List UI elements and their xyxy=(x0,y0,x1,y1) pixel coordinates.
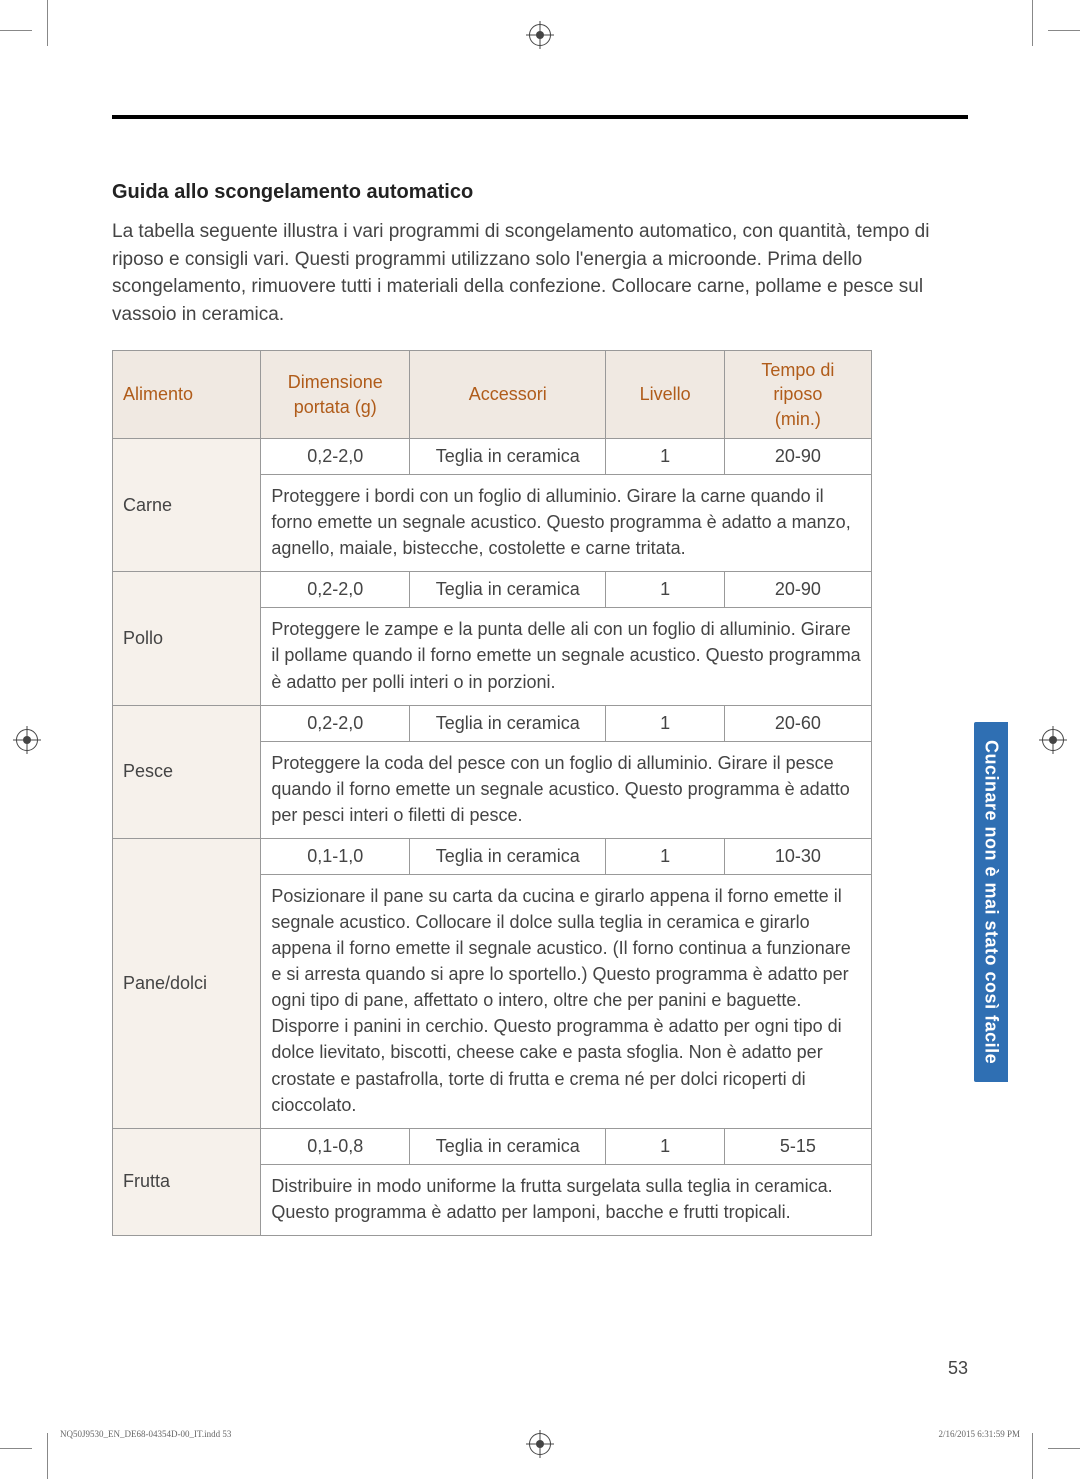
cell-accessori: Teglia in ceramica xyxy=(410,705,606,741)
cell-food: Pesce xyxy=(113,705,261,838)
cell-livello: 1 xyxy=(606,572,724,608)
cell-tempo: 5-15 xyxy=(724,1128,871,1164)
cell-description: Distribuire in modo uniforme la frutta s… xyxy=(261,1164,872,1235)
registration-mark xyxy=(16,729,38,751)
crop-mark xyxy=(0,30,32,31)
section-title: Guida allo scongelamento automatico xyxy=(112,181,968,204)
table-row: Pollo0,2-2,0Teglia in ceramica120-90 xyxy=(113,572,872,608)
cell-dimension: 0,2-2,0 xyxy=(261,439,410,475)
footer-date: 2/16/2015 6:31:59 PM xyxy=(938,1429,1020,1439)
cell-food: Pollo xyxy=(113,572,261,705)
registration-mark xyxy=(529,24,551,46)
col-header-accessori: Accessori xyxy=(410,351,606,439)
crop-mark xyxy=(47,1433,48,1479)
table-row: Carne0,2-2,0Teglia in ceramica120-90 xyxy=(113,439,872,475)
page-number: 53 xyxy=(948,1358,968,1379)
cell-tempo: 10-30 xyxy=(724,838,871,874)
cell-tempo: 20-90 xyxy=(724,572,871,608)
side-tab: Cucinare non è mai stato così facile xyxy=(974,722,1008,1082)
cell-tempo: 20-60 xyxy=(724,705,871,741)
cell-dimension: 0,1-0,8 xyxy=(261,1128,410,1164)
intro-paragraph: La tabella seguente illustra i vari prog… xyxy=(112,218,968,328)
cell-description: Proteggere la coda del pesce con un fogl… xyxy=(261,741,872,838)
cell-livello: 1 xyxy=(606,1128,724,1164)
cell-livello: 1 xyxy=(606,439,724,475)
cell-dimension: 0,2-2,0 xyxy=(261,572,410,608)
cell-description: Proteggere i bordi con un foglio di allu… xyxy=(261,475,872,572)
cell-food: Frutta xyxy=(113,1128,261,1235)
cell-description: Posizionare il pane su carta da cucina e… xyxy=(261,874,872,1128)
col-header-line: Tempo di riposo xyxy=(761,360,834,404)
crop-mark xyxy=(1032,1433,1033,1479)
divider-thick xyxy=(112,115,968,119)
col-header-line: (min.) xyxy=(775,409,821,429)
table-row: Pane/dolci0,1-1,0Teglia in ceramica110-3… xyxy=(113,838,872,874)
registration-mark xyxy=(1042,729,1064,751)
table-row: Frutta0,1-0,8Teglia in ceramica15-15 xyxy=(113,1128,872,1164)
crop-mark xyxy=(1048,30,1080,31)
cell-food: Pane/dolci xyxy=(113,838,261,1128)
cell-accessori: Teglia in ceramica xyxy=(410,572,606,608)
page-content: Guida allo scongelamento automatico La t… xyxy=(112,115,968,1236)
cell-description: Proteggere le zampe e la punta delle ali… xyxy=(261,608,872,705)
cell-dimension: 0,2-2,0 xyxy=(261,705,410,741)
col-header-tempo: Tempo di riposo (min.) xyxy=(724,351,871,439)
cell-food: Carne xyxy=(113,439,261,572)
registration-mark xyxy=(529,1433,551,1455)
crop-mark xyxy=(1048,1448,1080,1449)
col-header-line: portata (g) xyxy=(294,397,377,417)
defrost-table: Alimento Dimensione portata (g) Accessor… xyxy=(112,350,872,1236)
cell-livello: 1 xyxy=(606,705,724,741)
crop-mark xyxy=(47,0,48,46)
col-header-food: Alimento xyxy=(113,351,261,439)
col-header-line: Dimensione xyxy=(288,372,383,392)
cell-tempo: 20-90 xyxy=(724,439,871,475)
footer-file: NQ50J9530_EN_DE68-04354D-00_IT.indd 53 xyxy=(60,1429,231,1439)
crop-mark xyxy=(1032,0,1033,46)
table-header-row: Alimento Dimensione portata (g) Accessor… xyxy=(113,351,872,439)
cell-dimension: 0,1-1,0 xyxy=(261,838,410,874)
cell-accessori: Teglia in ceramica xyxy=(410,1128,606,1164)
col-header-dimension: Dimensione portata (g) xyxy=(261,351,410,439)
col-header-livello: Livello xyxy=(606,351,724,439)
cell-accessori: Teglia in ceramica xyxy=(410,838,606,874)
table-row: Pesce0,2-2,0Teglia in ceramica120-60 xyxy=(113,705,872,741)
cell-livello: 1 xyxy=(606,838,724,874)
cell-accessori: Teglia in ceramica xyxy=(410,439,606,475)
crop-mark xyxy=(0,1448,32,1449)
